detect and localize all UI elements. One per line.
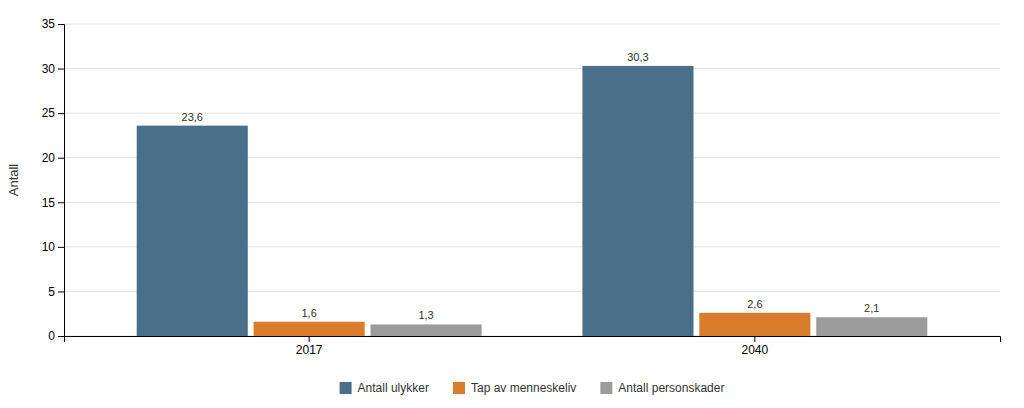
legend-label: Antall personskader [618, 381, 724, 395]
tick-mark [58, 247, 64, 248]
tick-label: 0 [48, 329, 55, 343]
axis-domain [65, 337, 1001, 343]
x-axis: 2017 2040 [65, 336, 1001, 357]
tick-label: 15 [42, 196, 56, 210]
tick-mark [58, 291, 64, 292]
data-label: 1,6 [301, 307, 316, 319]
tick-label: 35 [42, 17, 56, 31]
tick-mark [58, 24, 64, 25]
bar [699, 313, 810, 336]
tick: 2040 [742, 336, 769, 357]
legend-label: Tap av menneskeliv [471, 381, 576, 395]
tick-label: 2040 [742, 343, 769, 357]
legend-swatch [340, 382, 352, 394]
axis-domain [58, 25, 65, 337]
tick-mark [58, 336, 64, 337]
legend-label: Antall ulykker [358, 381, 429, 395]
tick-label: 20 [42, 151, 56, 165]
data-label: 30,3 [627, 51, 648, 63]
legend-swatch [453, 382, 465, 394]
tick: 0 [48, 329, 64, 343]
tick: 25 [42, 106, 64, 120]
tick-mark [58, 69, 64, 70]
y-axis: 0 5 10 15 20 25 30 35 [42, 17, 65, 343]
tick-label: 30 [42, 62, 56, 76]
grid-line [64, 24, 1000, 25]
bar [371, 324, 482, 336]
bars [137, 66, 928, 336]
tick: 35 [42, 17, 64, 31]
tick-mark [754, 336, 755, 342]
bar [816, 317, 927, 336]
tick: 2017 [296, 336, 323, 357]
data-labels: 23,6 30,3 1,6 2,6 1,3 2,1 [182, 51, 880, 322]
tick-label: 5 [48, 285, 55, 299]
legend-item: Antall personskader [600, 381, 724, 395]
bar [254, 322, 365, 336]
data-label: 2,6 [747, 298, 762, 310]
tick-label: 10 [42, 240, 56, 254]
tick: 30 [42, 62, 64, 76]
tick: 5 [48, 285, 64, 299]
data-label: 23,6 [182, 111, 203, 123]
data-label: 2,1 [864, 302, 879, 314]
data-label: 1,3 [418, 309, 433, 321]
grid [64, 24, 1000, 336]
tick: 20 [42, 151, 64, 165]
chart: 051015202530352017204023,630,31,62,61,32… [0, 0, 1024, 408]
tick-label: 25 [42, 106, 56, 120]
y-axis-title: Antall [6, 164, 21, 197]
tick: 15 [42, 196, 64, 210]
bar [582, 66, 693, 336]
legend: Antall ulykker Tap av menneskeliv Antall p… [340, 381, 725, 395]
tick: 10 [42, 240, 64, 254]
tick-mark [58, 202, 64, 203]
bar [137, 126, 248, 336]
legend-item: Antall ulykker [340, 381, 429, 395]
tick-label: 2017 [296, 343, 323, 357]
tick-mark [58, 158, 64, 159]
tick-mark [58, 113, 64, 114]
legend-swatch [600, 382, 612, 394]
grid-line [64, 113, 1000, 114]
plot: 051015202530352017204023,630,31,62,61,32… [42, 17, 1001, 356]
grid-line [64, 68, 1000, 69]
legend-item: Tap av menneskeliv [453, 381, 576, 395]
tick-mark [309, 336, 310, 342]
